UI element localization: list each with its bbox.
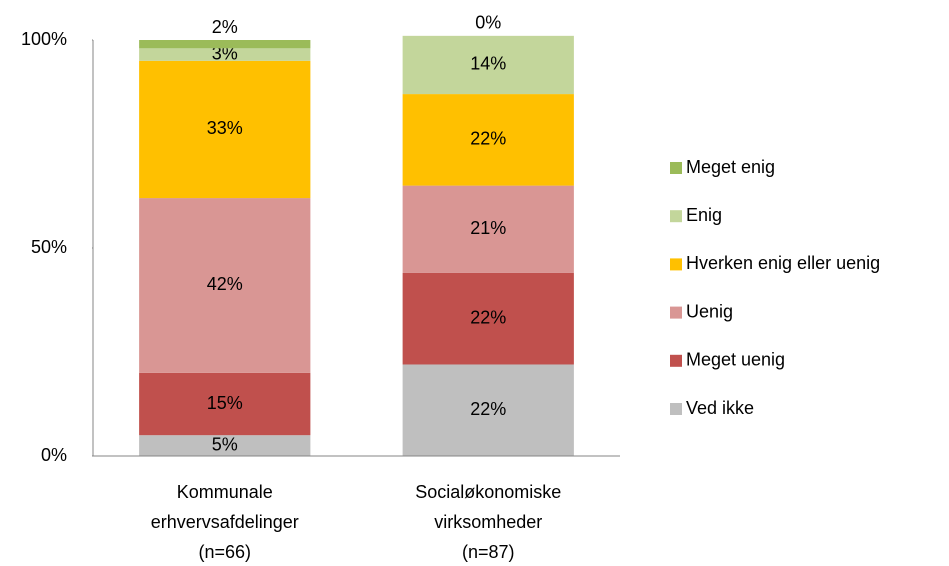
value-label: 15% bbox=[207, 393, 243, 413]
y-tick-label: 50% bbox=[31, 237, 67, 257]
value-label: 14% bbox=[470, 54, 506, 74]
value-label: 22% bbox=[470, 307, 506, 327]
bar-segment bbox=[402, 185, 574, 273]
value-label: 33% bbox=[207, 118, 243, 138]
legend-label: Ved ikke bbox=[686, 398, 754, 418]
value-label: 2% bbox=[212, 17, 238, 37]
x-tick-label: erhvervsafdelinger bbox=[151, 512, 299, 532]
legend-label: Hverken enig eller uenig bbox=[686, 253, 880, 273]
legend-label: Enig bbox=[686, 205, 722, 225]
x-tick-label: virksomheder bbox=[434, 512, 542, 532]
bar-segment bbox=[139, 372, 311, 436]
x-tick-label: (n=87) bbox=[462, 542, 515, 562]
x-tick-label: Socialøkonomiske bbox=[415, 482, 561, 502]
x-tick-label: (n=66) bbox=[198, 542, 251, 562]
value-label: 22% bbox=[470, 129, 506, 149]
bar-segment bbox=[139, 435, 311, 456]
y-tick-label: 100% bbox=[21, 29, 67, 49]
legend-swatch bbox=[670, 210, 682, 223]
bar-segment bbox=[402, 364, 574, 456]
bar-segment bbox=[139, 48, 311, 61]
bar-segment bbox=[139, 198, 311, 373]
legend-swatch bbox=[670, 403, 682, 415]
legend-label: Meget enig bbox=[686, 157, 775, 177]
value-label: 22% bbox=[470, 399, 506, 419]
legend-label: Uenig bbox=[686, 301, 733, 321]
value-label: 5% bbox=[212, 434, 238, 454]
legend-label: Meget uenig bbox=[686, 350, 785, 370]
value-label: 0% bbox=[475, 13, 501, 33]
y-tick-label: 0% bbox=[41, 445, 67, 465]
x-tick-label: Kommunale bbox=[177, 482, 273, 502]
legend-swatch bbox=[670, 306, 682, 319]
bar-segment bbox=[402, 35, 574, 95]
bar-segment bbox=[402, 94, 574, 186]
value-label: 42% bbox=[207, 274, 243, 294]
bar-segment bbox=[402, 272, 574, 365]
legend-swatch bbox=[670, 162, 682, 174]
legend-swatch bbox=[670, 354, 682, 367]
value-label: 21% bbox=[470, 218, 506, 238]
legend-swatch bbox=[670, 258, 682, 271]
bar-segment bbox=[139, 40, 311, 49]
bar-segment bbox=[139, 60, 311, 199]
